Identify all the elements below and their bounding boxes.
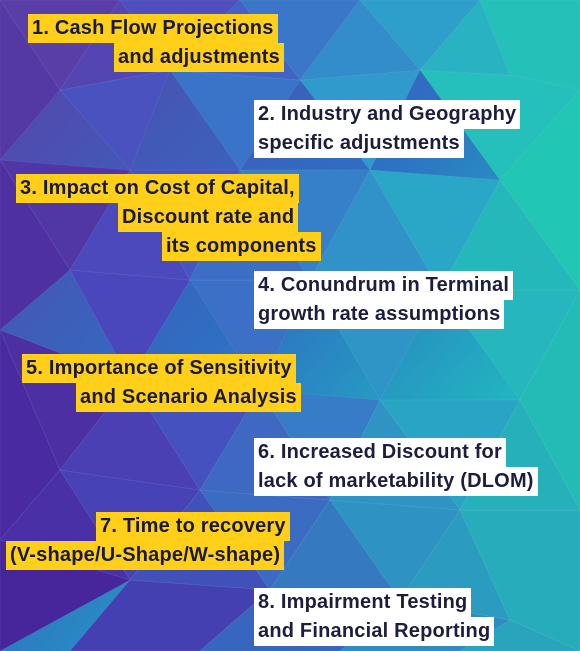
list-item-4: 4. Conundrum in Terminal growth rate ass… — [254, 271, 513, 329]
list-item-4-line-1: 4. Conundrum in Terminal — [254, 271, 513, 300]
list-item-2-line-2: specific adjustments — [254, 129, 464, 158]
list-item-2-line-1: 2. Industry and Geography — [254, 100, 520, 129]
list-item-6-line-2: lack of marketability (DLOM) — [254, 467, 538, 496]
list-item-7-line-1: 7. Time to recovery — [96, 512, 290, 541]
list-item-1-line-1: 1. Cash Flow Projections — [28, 14, 278, 43]
list-item-8: 8. Impairment Testing and Financial Repo… — [254, 588, 494, 646]
list-item-2: 2. Industry and Geography specific adjus… — [254, 100, 520, 158]
list-item-3-line-1: 3. Impact on Cost of Capital, — [16, 174, 299, 203]
list-item-1: 1. Cash Flow Projections and adjustments — [28, 14, 284, 72]
list-item-5: 5. Importance of Sensitivity and Scenari… — [22, 354, 301, 412]
list-item-3: 3. Impact on Cost of Capital, Discount r… — [16, 174, 321, 261]
list-item-3-line-3: its components — [162, 232, 321, 261]
list-item-5-line-1: 5. Importance of Sensitivity — [22, 354, 296, 383]
list-item-3-line-2: Discount rate and — [118, 203, 298, 232]
list-item-6-line-1: 6. Increased Discount for — [254, 438, 506, 467]
list-item-1-line-2: and adjustments — [114, 43, 284, 72]
list-item-6: 6. Increased Discount for lack of market… — [254, 438, 538, 496]
list-item-4-line-2: growth rate assumptions — [254, 300, 504, 329]
list-item-7-line-2: (V-shape/U-Shape/W-shape) — [6, 541, 284, 570]
infographic-stage: 1. Cash Flow Projections and adjustments… — [0, 0, 580, 651]
list-item-5-line-2: and Scenario Analysis — [76, 383, 301, 412]
list-item-8-line-1: 8. Impairment Testing — [254, 588, 471, 617]
list-item-7: 7. Time to recovery (V-shape/U-Shape/W-s… — [6, 512, 290, 570]
list-item-8-line-2: and Financial Reporting — [254, 617, 494, 646]
